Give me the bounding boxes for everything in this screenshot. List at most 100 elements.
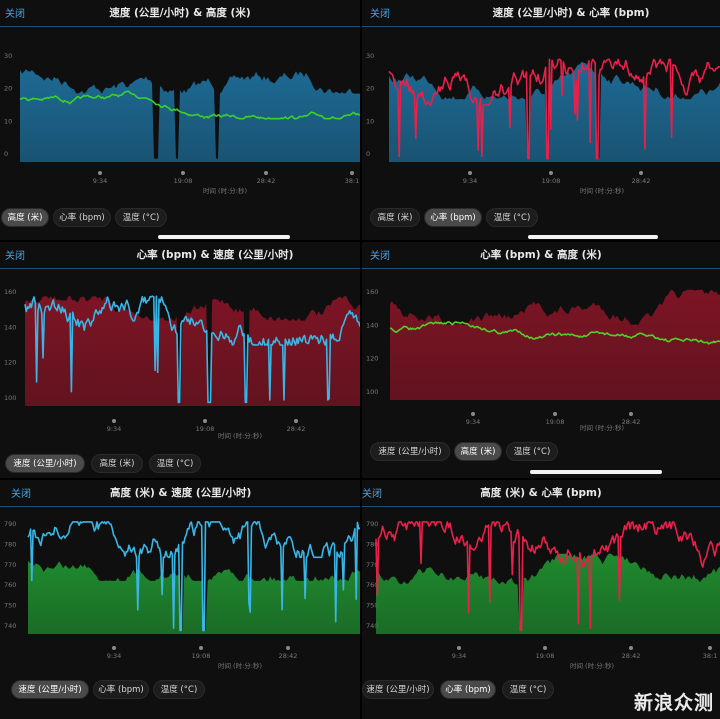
- y-tick-label: 160: [366, 288, 378, 296]
- speed-button[interactable]: 速度 (公里/小时): [11, 680, 89, 699]
- x-tick-label: 19:08: [195, 425, 215, 433]
- panel-header: 关闭 心率 (bpm) & 高度 (米): [362, 242, 720, 269]
- x-tick-label: 38:1: [702, 652, 718, 660]
- temperature-button[interactable]: 温度 (°C): [486, 208, 538, 227]
- y-tick-label: 760: [366, 581, 378, 589]
- chart-plot[interactable]: 160 140 120 100: [362, 284, 720, 400]
- x-tick-label: 9:34: [465, 418, 481, 426]
- close-button[interactable]: 关闭: [362, 489, 382, 500]
- x-tick-label: 19:08: [541, 177, 561, 185]
- temperature-button[interactable]: 温度 (°C): [502, 680, 554, 699]
- x-tick-label: 28:42: [621, 418, 641, 426]
- chart-panel-speed-heart-rate: 关闭 速度 (公里/小时) & 心率 (bpm) 30 20 10 0 时间 (时:分…: [362, 0, 720, 240]
- temperature-button[interactable]: 温度 (°C): [506, 442, 558, 461]
- x-tick-dot: [286, 646, 290, 650]
- chart-panel-altitude-heart-rate: 关闭 高度 (米) & 心率 (bpm) 790 780 770 760 750 740 …: [362, 480, 720, 719]
- close-button[interactable]: 关闭: [370, 251, 390, 262]
- panel-title: 心率 (bpm) & 高度 (米): [480, 249, 602, 261]
- x-tick-label: 28:42: [278, 652, 298, 660]
- x-tick-label: 28:42: [631, 177, 651, 185]
- y-tick-label: 740: [4, 622, 16, 630]
- altitude-button[interactable]: 高度 (米): [91, 454, 143, 473]
- x-tick-dot: [629, 412, 633, 416]
- chart-plot[interactable]: 30 20 10 0: [0, 48, 360, 162]
- speed-button[interactable]: 速度 (公里/小时): [5, 454, 85, 473]
- x-tick-dot: [549, 171, 553, 175]
- panel-title: 高度 (米) & 速度 (公里/小时): [110, 487, 252, 499]
- line-series: [375, 521, 720, 632]
- x-tick-dot: [468, 171, 472, 175]
- x-tick-dot: [708, 646, 712, 650]
- close-button[interactable]: 关闭: [11, 489, 31, 500]
- x-tick-dot: [181, 171, 185, 175]
- x-tick-label: 19:08: [173, 177, 193, 185]
- chart-plot[interactable]: 790 780 770 760 750 740: [362, 516, 720, 634]
- x-tick-dot: [639, 171, 643, 175]
- close-button[interactable]: 关闭: [5, 9, 25, 20]
- y-tick-label: 100: [4, 394, 16, 402]
- y-tick-label: 790: [366, 520, 378, 528]
- close-button[interactable]: 关闭: [370, 9, 390, 20]
- heart-rate-button[interactable]: 心率 (bpm): [424, 208, 482, 227]
- line-series: [24, 295, 360, 404]
- y-tick-label: 30: [366, 52, 374, 60]
- home-indicator: [528, 235, 658, 239]
- x-tick-label: 9:34: [106, 425, 122, 433]
- temperature-button[interactable]: 温度 (°C): [149, 454, 201, 473]
- x-tick-dot: [98, 171, 102, 175]
- panel-title: 速度 (公里/小时) & 心率 (bpm): [492, 7, 650, 19]
- temperature-button[interactable]: 温度 (°C): [153, 680, 205, 699]
- chart-panel-altitude-speed: 关闭 高度 (米) & 速度 (公里/小时) 790 780 770 760 750 74…: [0, 480, 360, 719]
- x-tick-dot: [112, 646, 116, 650]
- altitude-button[interactable]: 高度 (米): [370, 208, 420, 227]
- heart-rate-button[interactable]: 心率 (bpm): [53, 208, 111, 227]
- x-tick-label: 28:42: [286, 425, 306, 433]
- time-axis-label: 时间 (时:分:秒): [202, 187, 248, 195]
- area-series: [390, 289, 720, 400]
- y-tick-label: 770: [4, 561, 16, 569]
- chart-plot[interactable]: 790 780 770 760 750 740: [0, 516, 360, 634]
- y-tick-label: 10: [4, 117, 12, 125]
- area-series: [389, 61, 720, 162]
- y-tick-label: 750: [4, 602, 16, 610]
- speed-button[interactable]: 速度 (公里/小时): [370, 442, 450, 461]
- y-tick-label: 780: [366, 540, 378, 548]
- x-tick-label: 9:34: [92, 177, 108, 185]
- x-tick-dot: [203, 419, 207, 423]
- heart-rate-button[interactable]: 心率 (bpm): [93, 680, 149, 699]
- y-tick-label: 740: [366, 622, 378, 630]
- y-tick-label: 120: [366, 355, 378, 363]
- x-tick-label: 9:34: [106, 652, 122, 660]
- y-tick-label: 160: [4, 288, 16, 296]
- watermark: 新浪众测: [633, 692, 714, 714]
- x-tick-dot: [294, 419, 298, 423]
- y-tick-label: 10: [366, 117, 374, 125]
- line-series: [19, 90, 360, 120]
- x-tick-label: 38:1: [344, 177, 360, 185]
- x-tick-label: 19:08: [191, 652, 211, 660]
- speed-button[interactable]: 速度 (公里/小时): [362, 680, 434, 699]
- time-axis-label: 时间 (时:分:秒): [217, 432, 263, 440]
- x-tick-label: 19:08: [535, 652, 555, 660]
- chart-panel-heart-rate-speed: 关闭 心率 (bpm) & 速度 (公里/小时) 160 140 120 100 时间…: [0, 242, 360, 478]
- panel-header: 关闭 速度 (公里/小时) & 心率 (bpm): [362, 0, 720, 27]
- heart-rate-button[interactable]: 心率 (bpm): [440, 680, 496, 699]
- chart-plot[interactable]: 160 140 120 100: [0, 284, 360, 406]
- altitude-button[interactable]: 高度 (米): [454, 442, 502, 461]
- panel-header: 关闭 高度 (米) & 心率 (bpm): [362, 480, 720, 507]
- close-button[interactable]: 关闭: [5, 251, 25, 262]
- area-series: [376, 553, 720, 634]
- x-tick-dot: [457, 646, 461, 650]
- altitude-button[interactable]: 高度 (米): [1, 208, 49, 227]
- chart-panel-speed-altitude: 关闭 速度 (公里/小时) & 高度 (米) 30 20 10 0 时间 (时:分:秒…: [0, 0, 360, 240]
- chart-plot[interactable]: 30 20 10 0: [362, 48, 720, 162]
- chart-panel-heart-rate-altitude: 关闭 心率 (bpm) & 高度 (米) 160 140 120 100 时间 (时:…: [362, 242, 720, 478]
- home-indicator: [530, 470, 662, 474]
- y-tick-label: 0: [366, 150, 370, 158]
- y-tick-label: 100: [366, 388, 378, 396]
- time-axis-label: 时间 (时:分:秒): [579, 424, 625, 432]
- temperature-button[interactable]: 温度 (°C): [115, 208, 167, 227]
- x-tick-dot: [543, 646, 547, 650]
- panel-title: 心率 (bpm) & 速度 (公里/小时): [136, 249, 294, 261]
- x-tick-dot: [471, 412, 475, 416]
